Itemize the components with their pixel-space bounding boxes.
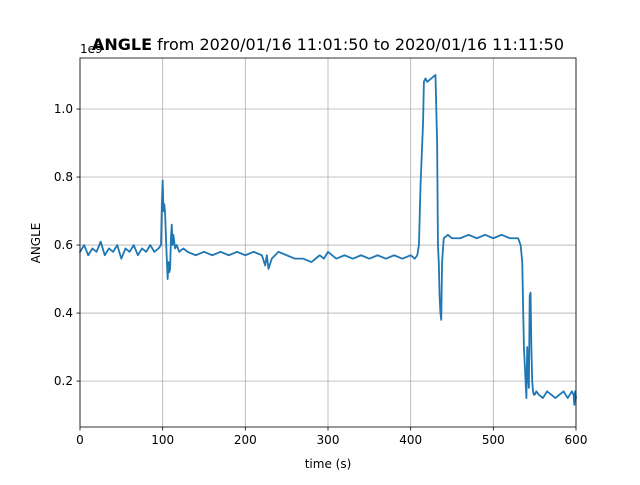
y-tick-label: 1.0 xyxy=(54,102,73,116)
y-tick-label: 0.4 xyxy=(54,306,73,320)
x-tick-label: 400 xyxy=(399,433,422,447)
x-tick-label: 0 xyxy=(76,433,84,447)
angle-series-line xyxy=(79,74,577,406)
y-tick-label: 0.6 xyxy=(54,238,73,252)
y-tick-label: 0.2 xyxy=(54,374,73,388)
x-tick-label: 600 xyxy=(565,433,588,447)
chart-title-bold: ANGLE xyxy=(92,35,152,54)
x-axis-label: time (s) xyxy=(305,457,352,471)
x-tick-label: 300 xyxy=(317,433,340,447)
x-tick-label: 500 xyxy=(482,433,505,447)
chart-title-rest: from 2020/01/16 11:01:50 to 2020/01/16 1… xyxy=(152,35,564,54)
x-tick-label: 200 xyxy=(234,433,257,447)
chart-title: ANGLE from 2020/01/16 11:01:50 to 2020/0… xyxy=(92,35,564,54)
y-offset-label: 1e9 xyxy=(80,42,103,56)
x-tick-label: 100 xyxy=(151,433,174,447)
y-axis-label: ANGLE xyxy=(29,223,43,264)
y-tick-label: 0.8 xyxy=(54,170,73,184)
